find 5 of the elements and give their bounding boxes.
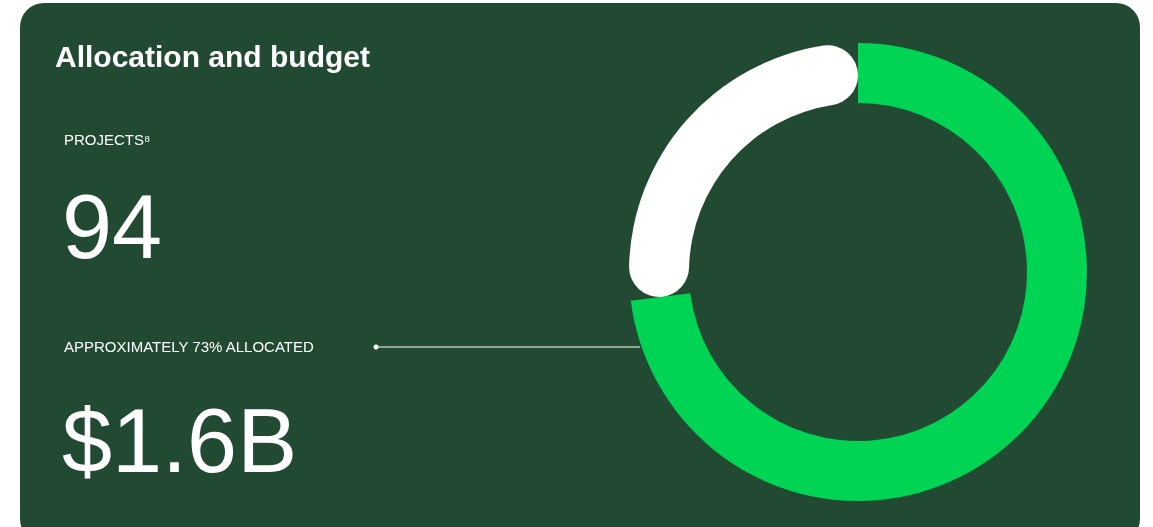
text: APPROXIMATELY 73% ALLOCATED [64, 338, 314, 355]
text: PROJECTS⁸ [64, 131, 151, 148]
text: Allocation and budget [55, 39, 370, 73]
text: 94 [62, 177, 163, 277]
text: $1.6B [62, 391, 298, 491]
